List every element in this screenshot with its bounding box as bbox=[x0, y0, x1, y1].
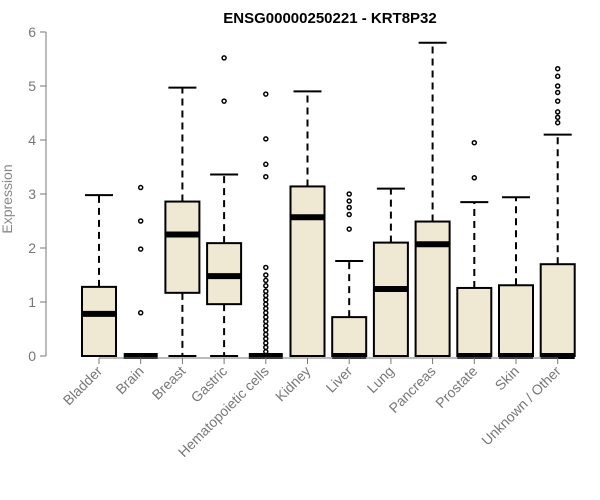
outlier-point bbox=[554, 109, 561, 115]
box-group bbox=[81, 194, 117, 358]
outlier-point bbox=[346, 198, 352, 204]
outlier-point bbox=[263, 327, 269, 333]
box-group bbox=[248, 91, 283, 359]
outlier-point bbox=[263, 323, 269, 329]
box-group bbox=[539, 65, 576, 359]
box-group bbox=[498, 196, 534, 359]
x-tick-label: Kidney bbox=[272, 363, 314, 405]
box-group bbox=[289, 90, 326, 357]
x-tick-label: Lung bbox=[364, 363, 397, 396]
box-group bbox=[206, 55, 243, 357]
outlier-point bbox=[263, 344, 269, 351]
box-group bbox=[164, 86, 201, 357]
outlier-point bbox=[137, 218, 144, 224]
box-group bbox=[456, 139, 493, 359]
outlier-point bbox=[263, 301, 269, 307]
y-tick-label: 3 bbox=[28, 186, 36, 202]
y-tick-label: 1 bbox=[28, 294, 36, 310]
outlier-point bbox=[263, 173, 269, 180]
outlier-point bbox=[263, 335, 269, 342]
outlier-point bbox=[263, 292, 269, 299]
x-tick-label: Liver bbox=[323, 363, 356, 396]
box-iqr bbox=[289, 185, 326, 357]
x-tick-label: Brain bbox=[112, 363, 146, 397]
outlier-point bbox=[263, 288, 269, 294]
y-tick-label: 4 bbox=[28, 132, 36, 148]
outlier-point bbox=[346, 226, 352, 232]
outlier-point bbox=[263, 272, 269, 278]
box-iqr bbox=[372, 241, 409, 358]
outlier-point bbox=[263, 297, 269, 303]
y-tick-label: 2 bbox=[28, 240, 36, 256]
outlier-point bbox=[263, 277, 269, 284]
outlier-point bbox=[471, 139, 478, 146]
box-iqr bbox=[498, 284, 534, 358]
box-iqr bbox=[81, 285, 117, 358]
outlier-point bbox=[263, 305, 269, 312]
outlier-point bbox=[137, 246, 144, 252]
box-iqr bbox=[539, 263, 576, 358]
box-group bbox=[372, 187, 409, 358]
outlier-point bbox=[263, 314, 269, 320]
outlier-point bbox=[346, 191, 352, 197]
outlier-point bbox=[137, 184, 144, 191]
x-tick-label: Breast bbox=[149, 363, 189, 403]
outlier-point bbox=[554, 83, 561, 89]
outlier-point bbox=[263, 310, 269, 316]
outlier-point bbox=[554, 119, 561, 126]
x-tick-label: Unknown / Other bbox=[478, 363, 564, 449]
outlier-point bbox=[263, 91, 269, 97]
outlier-point bbox=[263, 318, 269, 325]
box-iqr bbox=[456, 286, 493, 357]
x-tick-label: Bladder bbox=[60, 363, 106, 409]
outlier-point bbox=[221, 98, 227, 104]
outlier-point bbox=[554, 89, 561, 96]
outlier-point bbox=[554, 114, 561, 121]
y-axis: 0 1 2 3 4 5 6 bbox=[28, 24, 47, 364]
outlier-point bbox=[554, 98, 561, 104]
outlier-point bbox=[554, 73, 561, 80]
box-group bbox=[331, 191, 368, 359]
outlier-point bbox=[263, 348, 269, 355]
x-tick-label: Skin bbox=[492, 363, 523, 394]
outlier-point bbox=[263, 283, 269, 289]
x-tick-label: Prostate bbox=[432, 363, 480, 411]
box-series bbox=[81, 41, 576, 359]
box-group bbox=[414, 41, 451, 357]
outlier-point bbox=[346, 204, 352, 211]
outlier-point bbox=[263, 161, 269, 168]
outlier-point bbox=[346, 211, 352, 218]
outlier-point bbox=[221, 55, 227, 61]
outlier-point bbox=[554, 65, 561, 72]
chart-title: ENSG00000250221 - KRT8P32 bbox=[223, 10, 436, 27]
box-group bbox=[123, 184, 158, 359]
outlier-point bbox=[263, 264, 269, 271]
box-iqr bbox=[164, 200, 201, 294]
outlier-point bbox=[263, 136, 269, 142]
box-iqr bbox=[331, 316, 368, 357]
outlier-point bbox=[137, 310, 144, 316]
y-tick-label: 5 bbox=[28, 78, 36, 94]
y-tick-label: 0 bbox=[28, 348, 36, 364]
y-tick-label: 6 bbox=[28, 24, 36, 40]
outlier-point bbox=[263, 340, 269, 346]
outlier-point bbox=[263, 331, 269, 338]
outlier-point bbox=[471, 175, 478, 181]
y-axis-label: Expression bbox=[0, 164, 15, 233]
